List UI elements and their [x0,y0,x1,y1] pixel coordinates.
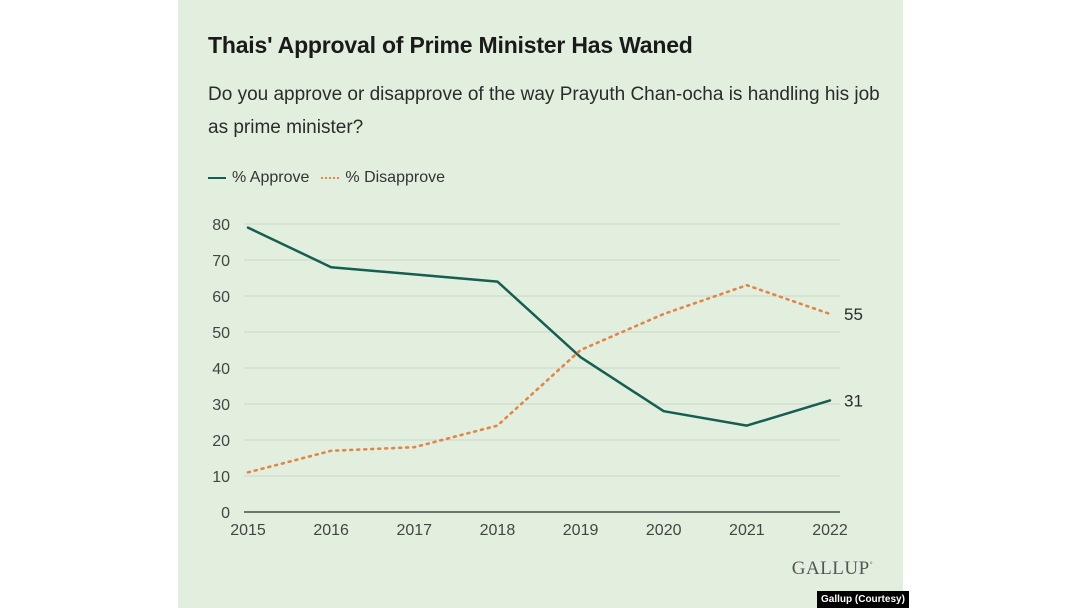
y-tick-label: 80 [212,217,230,234]
chart-panel: Thais' Approval of Prime Minister Has Wa… [178,0,903,608]
y-tick-label: 0 [221,505,230,522]
y-tick-label: 20 [212,433,230,450]
y-tick-label: 50 [212,325,230,342]
x-tick-label: 2016 [313,522,349,539]
legend-swatch-approve [208,177,226,179]
gallup-logo-text: GALLUP [791,558,870,579]
legend: % Approve % Disapprove [208,167,457,189]
x-tick-label: 2015 [230,522,266,539]
y-tick-label: 60 [212,289,230,306]
gallup-logo-mark: ° [869,560,873,569]
legend-item-approve: % Approve [208,169,309,187]
chart-subtitle: Do you approve or disapprove of the way … [208,84,880,138]
gallup-logo: GALLUP° [792,558,873,580]
legend-item-disapprove: % Disapprove [321,169,445,187]
legend-label-approve: % Approve [232,169,310,186]
y-tick-label: 30 [212,397,230,414]
legend-swatch-disapprove [321,177,340,179]
x-tick-label: 2017 [396,522,432,539]
x-tick-label: 2018 [480,522,516,539]
x-tick-label: 2020 [646,522,682,539]
x-tick-label: 2019 [563,522,599,539]
line-chart: 0 10 20 30 40 50 60 70 80 2015 2016 2017 2018 2019 202… [212,217,863,539]
disapprove-end-label: 55 [844,305,863,324]
chart-title: Thais' Approval of Prime Minister Has Wa… [208,32,693,58]
x-tick-label: 2021 [729,522,765,539]
photo-credit: Gallup (Courtesy) [817,591,909,608]
legend-label-disapprove: % Disapprove [345,169,445,186]
x-tick-label: 2022 [812,522,848,539]
y-tick-label: 40 [212,361,230,378]
y-tick-label: 70 [212,253,230,270]
approve-end-label: 31 [844,391,863,410]
disapprove-series-line [246,283,832,474]
y-tick-label: 10 [212,469,230,486]
approve-series-line [246,226,832,427]
